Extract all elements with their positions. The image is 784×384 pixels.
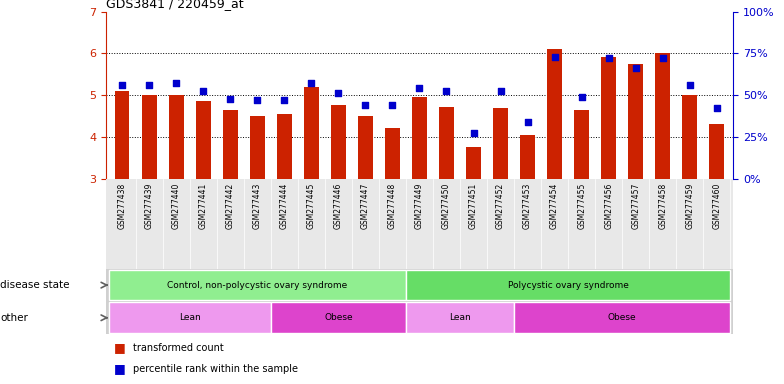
Text: disease state: disease state [0, 280, 70, 290]
Point [656, 55, 669, 61]
Text: GSM277439: GSM277439 [144, 183, 154, 230]
Text: GSM277454: GSM277454 [550, 183, 559, 230]
Text: Lean: Lean [179, 313, 201, 322]
Point [684, 81, 696, 88]
Point [630, 65, 642, 71]
Text: GSM277452: GSM277452 [496, 183, 505, 229]
Point [278, 97, 291, 103]
Text: Polycystic ovary syndrome: Polycystic ovary syndrome [508, 281, 629, 290]
Bar [682, 95, 697, 179]
Point [710, 105, 723, 111]
Point [440, 88, 452, 94]
Bar [250, 116, 265, 179]
Bar [277, 114, 292, 179]
Bar [358, 116, 373, 179]
Point [359, 103, 372, 109]
Bar [514, 303, 731, 333]
Bar [520, 135, 535, 179]
Text: GSM277444: GSM277444 [280, 183, 289, 230]
Point [387, 103, 399, 109]
Bar [466, 147, 481, 179]
Text: GSM277455: GSM277455 [577, 183, 586, 230]
Text: GSM277448: GSM277448 [388, 183, 397, 229]
Text: GSM277446: GSM277446 [334, 183, 343, 230]
Text: GSM277449: GSM277449 [415, 183, 424, 230]
Text: GSM277450: GSM277450 [442, 183, 451, 230]
Text: Obese: Obese [324, 313, 353, 322]
Bar [142, 95, 157, 179]
Bar [223, 110, 238, 179]
Point [143, 81, 155, 88]
Point [116, 81, 129, 88]
Point [251, 97, 263, 103]
Bar [710, 124, 724, 179]
Text: Obese: Obese [608, 313, 637, 322]
Text: Lean: Lean [449, 313, 471, 322]
Point [575, 94, 588, 100]
Point [548, 55, 561, 61]
Point [224, 96, 237, 102]
Text: ■: ■ [114, 341, 125, 354]
Point [170, 80, 183, 86]
Bar [331, 106, 346, 179]
Bar [412, 97, 426, 179]
Text: GSM277443: GSM277443 [252, 183, 262, 230]
Bar [108, 303, 270, 333]
Text: GSM277453: GSM277453 [523, 183, 532, 230]
Text: GSM277438: GSM277438 [118, 183, 126, 229]
Bar [547, 49, 562, 179]
Text: GSM277459: GSM277459 [685, 183, 695, 230]
Text: transformed count: transformed count [133, 343, 224, 353]
Text: GSM277458: GSM277458 [659, 183, 667, 229]
Text: GSM277441: GSM277441 [198, 183, 208, 229]
Text: GSM277445: GSM277445 [307, 183, 316, 230]
Point [602, 55, 615, 61]
Bar [108, 270, 406, 300]
Text: GSM277451: GSM277451 [469, 183, 478, 229]
Point [305, 80, 318, 86]
Point [413, 84, 426, 91]
Point [521, 119, 534, 125]
Bar [406, 303, 514, 333]
Point [467, 129, 480, 136]
Text: GSM277460: GSM277460 [713, 183, 721, 230]
Text: GSM277456: GSM277456 [604, 183, 613, 230]
Point [197, 88, 209, 94]
Bar [628, 64, 643, 179]
Text: Control, non-polycystic ovary syndrome: Control, non-polycystic ovary syndrome [167, 281, 347, 290]
Point [332, 90, 345, 96]
Text: GSM277440: GSM277440 [172, 183, 180, 230]
Bar [655, 53, 670, 179]
Text: GSM277457: GSM277457 [631, 183, 641, 230]
Bar [270, 303, 406, 333]
Bar [169, 95, 183, 179]
Bar [114, 91, 129, 179]
Text: ■: ■ [114, 362, 125, 375]
Bar [406, 270, 731, 300]
Point [494, 88, 506, 94]
Bar [385, 128, 400, 179]
Bar [304, 87, 319, 179]
Text: GDS3841 / 220459_at: GDS3841 / 220459_at [106, 0, 244, 10]
Text: other: other [0, 313, 28, 323]
Bar [601, 58, 616, 179]
Text: GSM277447: GSM277447 [361, 183, 370, 230]
Bar [439, 107, 454, 179]
Text: GSM277442: GSM277442 [226, 183, 234, 229]
Bar [196, 101, 211, 179]
Text: percentile rank within the sample: percentile rank within the sample [133, 364, 298, 374]
Bar [493, 108, 508, 179]
Bar [574, 110, 589, 179]
